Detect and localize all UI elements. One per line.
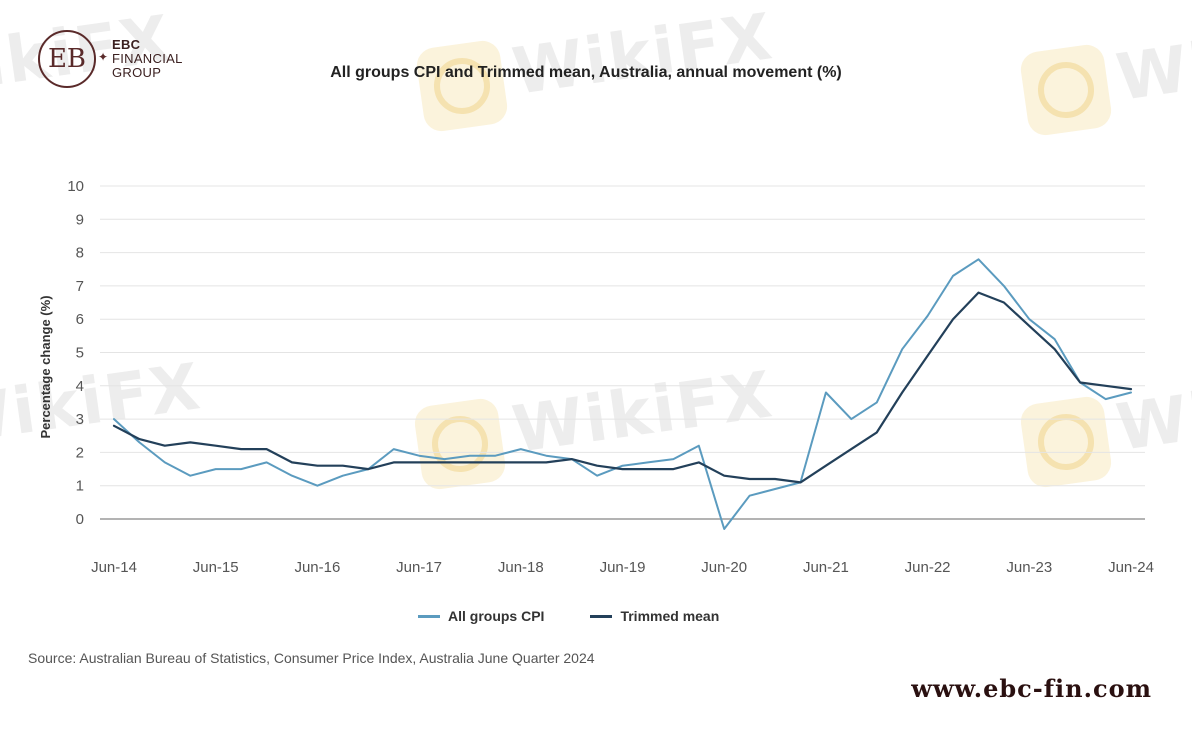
x-tick-label: Jun-21: [803, 559, 849, 576]
y-tick-label: 8: [76, 245, 84, 262]
x-tick-label: Jun-20: [701, 559, 747, 576]
legend-swatch-cpi: [418, 614, 440, 618]
y-axis-label: Percentage change (%): [38, 295, 53, 438]
y-tick-label: 9: [76, 211, 84, 228]
legend-item-cpi: All groups CPI: [418, 608, 544, 624]
legend-label-cpi: All groups CPI: [448, 608, 545, 624]
legend-item-trimmed-mean: Trimmed mean: [590, 608, 719, 624]
x-tick-label: Jun-15: [193, 559, 239, 576]
y-tick-label: 7: [76, 278, 84, 295]
logo-wordmark: EBC FINANCIAL GROUP: [112, 37, 183, 80]
x-tick-label: Jun-24: [1108, 559, 1154, 576]
y-tick-label: 6: [76, 311, 84, 328]
y-tick-label: 1: [76, 478, 84, 495]
sparkle-icon: ✦: [98, 50, 109, 64]
website-url: www.ebc-fin.com: [911, 674, 1152, 703]
y-tick-label: 4: [76, 378, 84, 395]
y-tick-label: 10: [67, 178, 84, 195]
ebc-logo-icon: EB: [38, 30, 96, 88]
x-tick-label: Jun-16: [294, 559, 340, 576]
x-tick-label: Jun-18: [498, 559, 544, 576]
y-tick-labels: 0 1 2 3 4 5 6 7 8 9 10: [67, 178, 84, 528]
x-tick-label: Jun-22: [905, 559, 951, 576]
source-note: Source: Australian Bureau of Statistics,…: [28, 650, 595, 666]
legend-swatch-trimmed-mean: [590, 614, 613, 618]
x-tick-label: Jun-23: [1006, 559, 1052, 576]
series-lines: [112, 258, 1133, 530]
y-tick-label: 2: [76, 444, 84, 461]
ebc-logo: EB ✦ EBC FINANCIAL GROUP: [38, 30, 198, 92]
y-tick-label: 3: [76, 411, 84, 428]
x-tick-label: Jun-19: [600, 559, 646, 576]
series-line-all-groups-cpi: [113, 258, 1132, 530]
chart-legend: All groups CPI Trimmed mean: [418, 608, 719, 624]
y-tick-label: 5: [76, 345, 84, 362]
legend-label-trimmed-mean: Trimmed mean: [620, 608, 720, 624]
x-tick-labels: Jun-14 Jun-15 Jun-16 Jun-17 Jun-18 Jun-19 Jun-…: [91, 559, 1154, 576]
series-line-trimmed-mean: [112, 291, 1133, 484]
chart-title: All groups CPI and Trimmed mean, Austral…: [330, 64, 842, 81]
y-tick-label: 0: [76, 511, 84, 528]
x-tick-label: Jun-17: [396, 559, 442, 576]
x-tick-label: Jun-14: [91, 559, 137, 576]
